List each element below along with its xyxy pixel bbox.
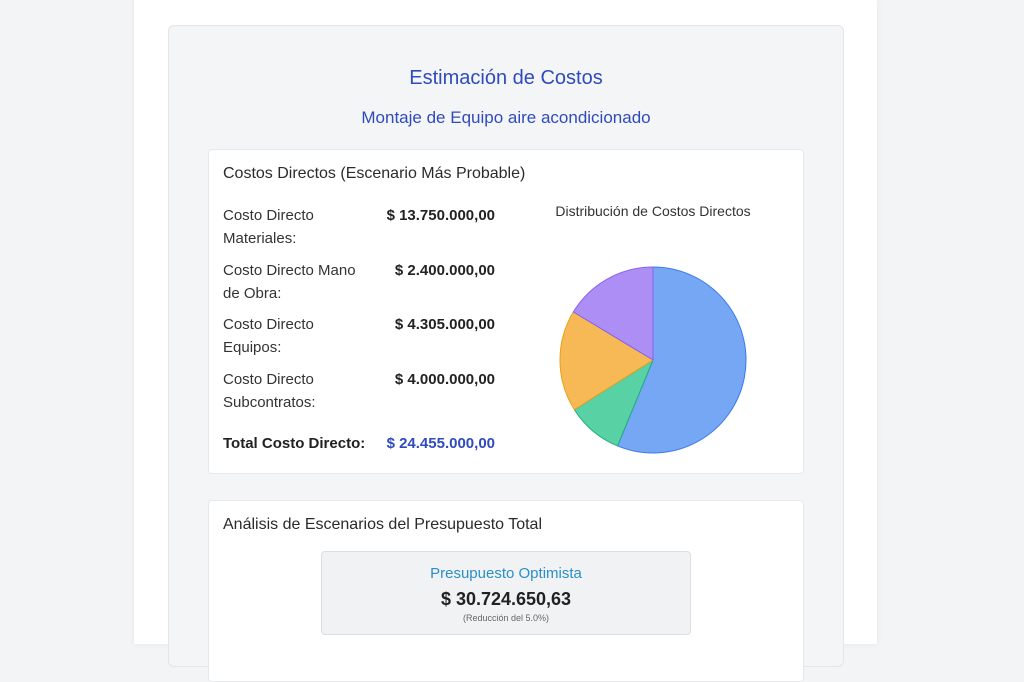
cost-label: Costo Directo Materiales:	[223, 207, 314, 247]
cost-label: Costo Directo Subcontratos:	[223, 371, 316, 411]
pie-slice-materiales[interactable]	[616, 266, 747, 454]
optimistic-scenario-label: Presupuesto Optimista	[430, 565, 582, 582]
direct-costs-card: Costos Directos (Escenario Más Probable)…	[208, 149, 804, 474]
total-direct-cost-label: Total Costo Directo:	[223, 435, 366, 452]
page-title: Estimación de Costos	[409, 67, 603, 89]
pie-chart: MaterialesMano de ObraEquiposSubcontrato…	[559, 266, 747, 454]
pie-slices	[559, 266, 747, 454]
cost-value: $ 2.400.000,00	[394, 262, 495, 279]
cost-row-materiales: Costo Directo Materiales: $ 13.750.000,0…	[223, 204, 495, 250]
pie-slice-subcontratos[interactable]	[572, 266, 654, 361]
scenarios-title: Análisis de Escenarios del Presupuesto T…	[223, 516, 542, 533]
scenarios-card: Análisis de Escenarios del Presupuesto T…	[208, 500, 804, 682]
cost-row-subcontratos: Costo Directo Subcontratos: $ 4.000.000,…	[223, 368, 495, 414]
cost-label: Costo Directo Equipos:	[223, 316, 314, 356]
estimation-panel: Estimación de Costos Montaje de Equipo a…	[168, 25, 844, 682]
project-subtitle: Montaje de Equipo aire acondicionado	[361, 108, 651, 127]
optimistic-scenario-note: (Reducción del 5.0%)	[462, 613, 550, 623]
optimistic-scenario-box: Presupuesto Optimista $ 30.724.650,63 (R…	[321, 551, 691, 635]
chart-title: Distribución de Costos Directos	[555, 203, 751, 219]
cost-value: $ 4.305.000,00	[394, 316, 495, 333]
cost-label: Costo Directo Mano de Obra:	[223, 262, 356, 302]
total-direct-cost-row: Total Costo Directo: $ 24.455.000,00	[223, 432, 495, 456]
cost-row-equipos: Costo Directo Equipos: $ 4.305.000,00	[223, 313, 495, 359]
optimistic-scenario-value: $ 30.724.650,63	[440, 589, 572, 609]
cost-value: $ 13.750.000,00	[386, 207, 495, 224]
cost-row-mano-de-obra: Costo Directo Mano de Obra: $ 2.400.000,…	[223, 259, 495, 305]
cost-value: $ 4.000.000,00	[394, 371, 495, 388]
direct-costs-title: Costos Directos (Escenario Más Probable)	[223, 165, 526, 182]
total-direct-cost-value: $ 24.455.000,00	[386, 435, 495, 452]
pie-slice-equipos[interactable]	[559, 311, 654, 411]
